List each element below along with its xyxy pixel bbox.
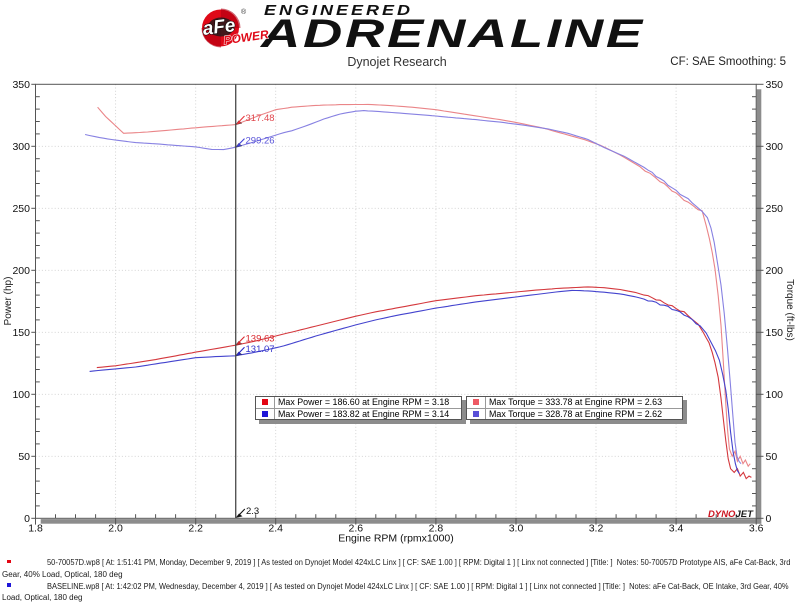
svg-text:150: 150 bbox=[766, 327, 784, 339]
svg-text:200: 200 bbox=[766, 265, 784, 277]
svg-text:150: 150 bbox=[12, 327, 30, 339]
svg-text:0: 0 bbox=[24, 513, 30, 525]
svg-text:®: ® bbox=[241, 8, 247, 16]
svg-text:3.4: 3.4 bbox=[669, 522, 684, 534]
svg-text:2.6: 2.6 bbox=[348, 522, 363, 534]
svg-text:250: 250 bbox=[766, 203, 784, 215]
svg-text:100: 100 bbox=[766, 389, 784, 401]
svg-text:350: 350 bbox=[12, 79, 30, 91]
svg-text:2.3: 2.3 bbox=[246, 506, 259, 517]
svg-text:2.4: 2.4 bbox=[268, 522, 283, 534]
svg-text:aFe: aFe bbox=[202, 15, 237, 40]
svg-text:Power (hp): Power (hp) bbox=[3, 277, 14, 326]
svg-text:3.6: 3.6 bbox=[749, 522, 764, 534]
svg-text:50: 50 bbox=[18, 451, 30, 463]
svg-text:2.2: 2.2 bbox=[188, 522, 203, 534]
svg-text:250: 250 bbox=[12, 203, 30, 215]
svg-text:3.0: 3.0 bbox=[509, 522, 524, 534]
svg-text:Engine RPM (rpmx1000): Engine RPM (rpmx1000) bbox=[338, 533, 454, 545]
svg-text:100: 100 bbox=[12, 389, 30, 401]
svg-text:50: 50 bbox=[766, 451, 778, 463]
svg-text:139.63: 139.63 bbox=[246, 334, 275, 345]
svg-text:2.0: 2.0 bbox=[108, 522, 123, 534]
svg-text:350: 350 bbox=[766, 79, 784, 91]
svg-text:2.8: 2.8 bbox=[429, 522, 444, 534]
svg-text:317.48: 317.48 bbox=[246, 113, 275, 124]
svg-text:300: 300 bbox=[766, 141, 784, 153]
svg-text:131.07: 131.07 bbox=[246, 344, 275, 355]
svg-text:POWER: POWER bbox=[223, 27, 270, 47]
svg-text:300: 300 bbox=[12, 141, 30, 153]
svg-text:Torque (ft-lbs): Torque (ft-lbs) bbox=[784, 279, 795, 341]
svg-text:1.8: 1.8 bbox=[28, 522, 43, 534]
svg-text:299.26: 299.26 bbox=[246, 136, 275, 147]
svg-text:200: 200 bbox=[12, 265, 30, 277]
svg-text:3.2: 3.2 bbox=[589, 522, 604, 534]
svg-text:0: 0 bbox=[766, 513, 772, 525]
